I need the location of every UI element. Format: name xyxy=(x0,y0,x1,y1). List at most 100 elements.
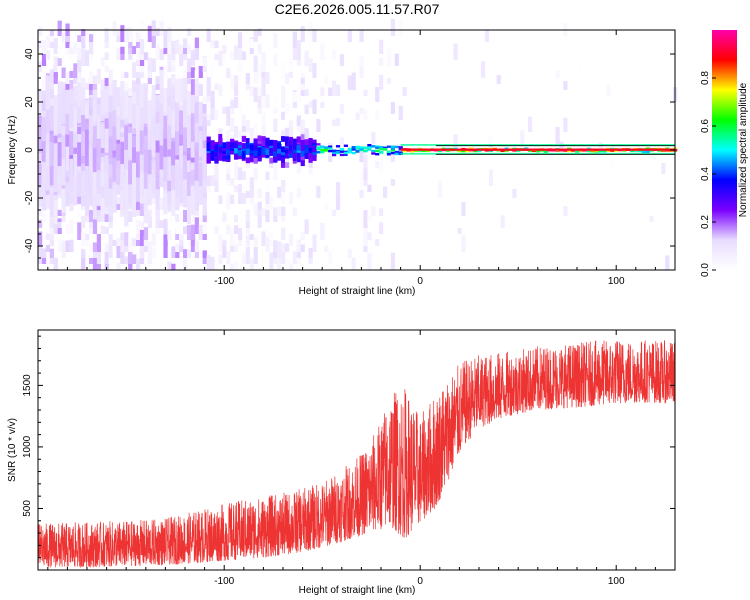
spectrogram-cell xyxy=(234,147,239,154)
spectrogram-cell xyxy=(308,153,313,160)
spectrogram-cell xyxy=(69,47,74,54)
spectrogram-cell xyxy=(328,147,333,150)
spectrogram-cell xyxy=(316,119,321,132)
spectrogram-cell xyxy=(324,202,329,210)
spectrogram-cell xyxy=(73,81,78,90)
spectrogram-cell xyxy=(128,180,133,205)
spectrogram-cell xyxy=(226,178,231,186)
spectrogram-cell xyxy=(214,162,219,180)
spectrogram-cell xyxy=(194,44,200,60)
spectrogram-cell xyxy=(41,142,47,167)
spectrogram-cell xyxy=(155,215,160,228)
spectrogram-cell xyxy=(206,113,211,120)
spectrogram-cell xyxy=(234,125,239,138)
spectrogram-cell xyxy=(218,253,223,264)
spectrogram-cell xyxy=(343,151,348,155)
spectrogram-cell xyxy=(292,110,298,126)
spectrogram-cell xyxy=(65,214,70,222)
spectrogram-cell xyxy=(210,103,215,120)
spectrogram-cell xyxy=(367,146,372,149)
spectrogram-cell xyxy=(273,246,278,258)
spectrogram-cell xyxy=(257,43,262,54)
spectrogram-cell xyxy=(379,57,384,66)
spectrogram-cell xyxy=(245,246,250,264)
x-tick-label: 0 xyxy=(417,276,423,287)
spectrogram-cell xyxy=(183,183,188,208)
spectrogram-cell xyxy=(210,39,215,48)
spectrogram-cell xyxy=(57,65,62,72)
spectrogram-cell xyxy=(128,236,133,252)
spectrogram-cell xyxy=(38,26,43,36)
spectrogram-cell xyxy=(77,66,82,84)
spectrogram-cell xyxy=(108,69,113,84)
spectrogram-cell xyxy=(234,45,239,60)
spectrogram-cell xyxy=(171,263,176,270)
spectrogram-cells xyxy=(38,18,678,270)
spectrogram-cell xyxy=(304,50,309,66)
spectrogram-cell xyxy=(300,26,305,42)
spectrogram-cell xyxy=(186,92,192,117)
spectrogram-cell xyxy=(367,232,372,240)
spectrogram-cell xyxy=(390,179,396,186)
spectrogram-cell xyxy=(563,206,568,216)
spectrogram-cell xyxy=(284,243,290,252)
spectrogram-cell xyxy=(85,227,90,234)
spectrogram-cell xyxy=(132,147,137,172)
spectrogram-cell xyxy=(269,195,274,210)
spectrogram-cell xyxy=(234,215,239,222)
spectrogram-cell xyxy=(453,43,458,60)
spectrogram-cell xyxy=(343,150,348,154)
spectrogram-cell xyxy=(136,62,141,72)
spectrogram-cell xyxy=(363,228,368,246)
spectrogram-cell xyxy=(175,107,180,132)
spectrogram-cell xyxy=(461,149,466,153)
colorbar-tick-label: 0.4 xyxy=(700,167,711,181)
spectrogram-cell xyxy=(379,158,384,174)
spectrogram-cell xyxy=(390,18,396,36)
spectrogram-cell xyxy=(355,112,360,120)
spectrogram-cell xyxy=(139,155,145,180)
spectrogram-cell xyxy=(210,143,215,150)
spectrogram-cell xyxy=(226,67,231,78)
spectrogram-cell xyxy=(394,151,399,154)
spectrogram-cell xyxy=(316,184,321,198)
spectrogram-cell xyxy=(61,32,66,42)
spectrogram-cell xyxy=(167,78,172,103)
spectrogram-cell xyxy=(226,158,231,168)
spectrogram-cell xyxy=(41,76,47,90)
spectrogram-cell xyxy=(288,263,294,270)
spectrogram-cell xyxy=(273,162,278,180)
spectrogram-cell xyxy=(61,67,66,78)
spectrogram-cell xyxy=(308,101,313,108)
spectrogram-cell xyxy=(155,76,160,84)
spectrogram-cell xyxy=(237,197,243,204)
spectrogram-cell xyxy=(57,58,62,66)
spectrogram-cell xyxy=(61,188,66,213)
spectrogram-cell xyxy=(186,249,192,258)
spectrogram-cell xyxy=(382,186,388,198)
spectrogram-cell xyxy=(136,258,141,270)
spectrogram-cell xyxy=(73,63,78,78)
spectrogram-cell xyxy=(171,166,176,191)
spectrogram-ridge-halo xyxy=(400,152,675,155)
spectrogram-cell xyxy=(69,219,74,234)
spectrogram-cell xyxy=(108,241,113,252)
spectrogram-cell xyxy=(183,249,188,258)
spectrogram-cell xyxy=(175,214,180,222)
spectrogram-cell xyxy=(222,212,227,222)
spectrogram-cell xyxy=(288,141,294,148)
x-tick-label: -100 xyxy=(214,576,234,587)
spectrogram-cell xyxy=(284,73,290,84)
spectrogram-cell xyxy=(332,80,337,96)
colorbar-tick-label: 0.8 xyxy=(700,71,711,85)
spectrogram-cell xyxy=(41,248,47,258)
spectrogram-cell xyxy=(194,207,200,216)
spectrogram-cell xyxy=(512,188,517,198)
spectrogram-cell xyxy=(237,103,243,114)
spectrogram-cell xyxy=(461,202,466,216)
spectrogram-cell xyxy=(194,249,200,258)
spectrogram-ridge-core xyxy=(400,148,675,151)
spectrogram-cell xyxy=(300,244,305,252)
spectrogram-cell xyxy=(73,108,78,133)
spectrogram-cell xyxy=(300,160,305,167)
